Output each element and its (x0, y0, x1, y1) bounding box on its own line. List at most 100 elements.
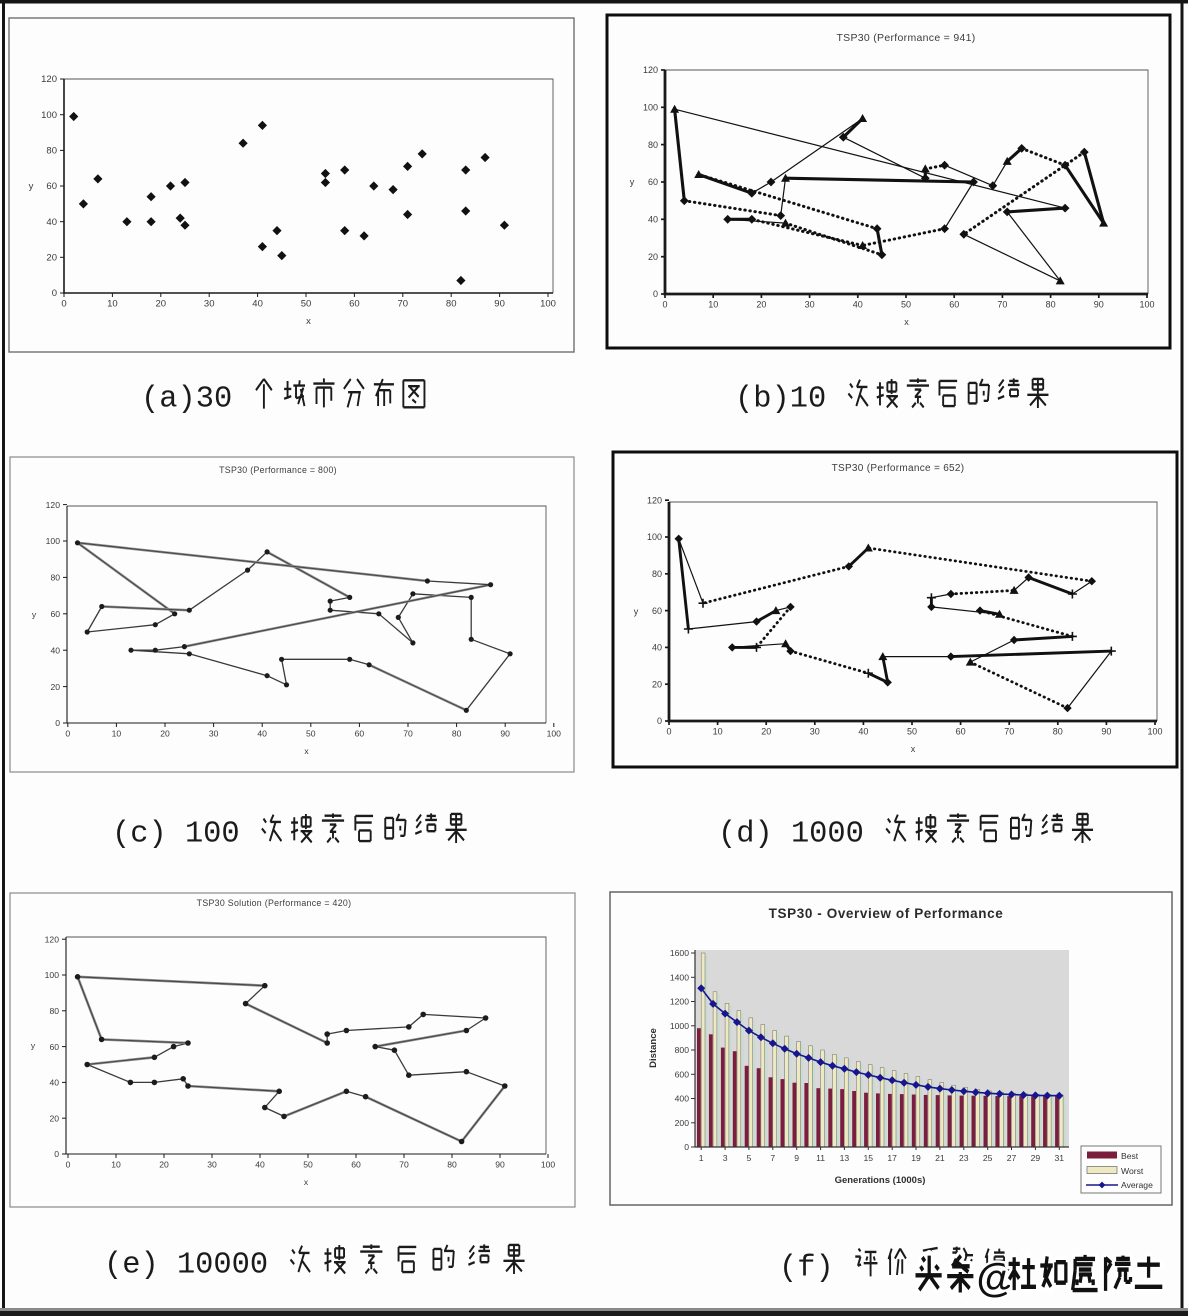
svg-text:0: 0 (52, 288, 57, 299)
svg-text:100: 100 (540, 299, 556, 310)
svg-text:100: 100 (547, 729, 562, 739)
svg-text:90: 90 (1094, 300, 1104, 310)
svg-text:Average: Average (1121, 1180, 1153, 1190)
svg-text:30: 30 (209, 729, 219, 739)
svg-text:80: 80 (447, 1160, 457, 1170)
svg-text:40: 40 (648, 215, 658, 225)
svg-text:x: x (306, 316, 311, 327)
svg-text:80: 80 (652, 569, 662, 579)
svg-text:20: 20 (159, 1160, 169, 1170)
svg-text:7: 7 (770, 1153, 775, 1163)
svg-text:(f): (f) (779, 1252, 834, 1286)
svg-text:0: 0 (657, 716, 662, 726)
svg-text:90: 90 (495, 1160, 505, 1170)
svg-text:60: 60 (46, 181, 57, 192)
svg-text:Distance: Distance (648, 1028, 659, 1068)
svg-text:20: 20 (648, 252, 658, 262)
svg-text:y: y (29, 181, 34, 192)
svg-text:20: 20 (49, 1113, 59, 1123)
svg-text:TSP30 (Performance = 652): TSP30 (Performance = 652) (832, 463, 965, 474)
svg-text:50: 50 (306, 729, 316, 739)
svg-text:y: y (31, 1041, 36, 1051)
svg-text:100: 100 (46, 536, 61, 546)
svg-text:40: 40 (46, 217, 57, 228)
svg-text:30: 30 (805, 300, 815, 310)
svg-text:80: 80 (46, 146, 57, 157)
svg-text:TSP30 (Performance = 941): TSP30 (Performance = 941) (836, 32, 975, 44)
svg-text:30: 30 (810, 727, 820, 737)
svg-text:200: 200 (675, 1118, 690, 1128)
svg-text:100: 100 (45, 970, 60, 980)
svg-text:27: 27 (1007, 1153, 1017, 1163)
svg-text:100: 100 (1147, 727, 1162, 737)
svg-text:10: 10 (112, 729, 122, 739)
svg-text:31: 31 (1055, 1153, 1065, 1163)
svg-text:60: 60 (351, 1160, 361, 1170)
svg-text:50: 50 (901, 300, 911, 310)
svg-text:20: 20 (156, 299, 167, 310)
svg-text:10: 10 (111, 1160, 121, 1170)
svg-text:x: x (911, 744, 916, 754)
svg-text:x: x (304, 1177, 309, 1187)
svg-text:60: 60 (949, 300, 959, 310)
svg-text:60: 60 (652, 606, 662, 616)
svg-text:100: 100 (541, 1160, 556, 1170)
svg-text:0: 0 (54, 1149, 59, 1159)
svg-text:70: 70 (997, 300, 1007, 310)
svg-text:23: 23 (959, 1153, 969, 1163)
svg-text:Generations (1000s): Generations (1000s) (835, 1175, 926, 1186)
svg-text:20: 20 (756, 300, 766, 310)
svg-text:80: 80 (1053, 727, 1063, 737)
svg-text:400: 400 (675, 1094, 690, 1104)
svg-text:0: 0 (61, 299, 66, 310)
svg-text:19: 19 (911, 1153, 921, 1163)
svg-text:(d) 1000: (d) 1000 (718, 818, 864, 852)
svg-text:90: 90 (1101, 727, 1111, 737)
svg-text:0: 0 (666, 727, 671, 737)
svg-text:100: 100 (1139, 300, 1154, 310)
svg-text:(a)30: (a)30 (141, 383, 232, 417)
svg-text:70: 70 (1004, 727, 1014, 737)
svg-text:40: 40 (858, 727, 868, 737)
svg-text:40: 40 (50, 645, 60, 655)
svg-text:50: 50 (907, 727, 917, 737)
svg-text:0: 0 (662, 300, 667, 310)
svg-text:20: 20 (652, 679, 662, 689)
svg-text:120: 120 (41, 74, 57, 85)
svg-text:30: 30 (204, 299, 215, 310)
svg-text:10: 10 (713, 727, 723, 737)
svg-text:80: 80 (1046, 300, 1056, 310)
svg-text:0: 0 (55, 718, 60, 728)
svg-text:50: 50 (301, 299, 312, 310)
svg-text:60: 60 (648, 177, 658, 187)
svg-text:20: 20 (50, 682, 60, 692)
svg-text:20: 20 (160, 729, 170, 739)
svg-text:120: 120 (45, 934, 60, 944)
svg-text:9: 9 (794, 1153, 799, 1163)
svg-text:90: 90 (500, 729, 510, 739)
svg-text:5: 5 (747, 1153, 752, 1163)
svg-text:15: 15 (864, 1153, 874, 1163)
svg-text:TSP30 (Performance = 800): TSP30 (Performance = 800) (219, 465, 337, 475)
svg-text:120: 120 (647, 495, 662, 505)
svg-text:TSP30 Solution (Performance =: TSP30 Solution (Performance = 420) (197, 898, 352, 908)
svg-text:80: 80 (50, 573, 60, 583)
svg-text:80: 80 (49, 1006, 59, 1016)
svg-text:y: y (634, 607, 639, 617)
svg-text:100: 100 (643, 103, 658, 113)
svg-text:100: 100 (647, 532, 662, 542)
svg-text:100: 100 (41, 110, 57, 121)
svg-text:1: 1 (699, 1153, 704, 1163)
svg-text:120: 120 (46, 500, 61, 510)
svg-text:70: 70 (403, 729, 413, 739)
svg-text:0: 0 (65, 729, 70, 739)
svg-text:29: 29 (1031, 1153, 1041, 1163)
svg-text:13: 13 (840, 1153, 850, 1163)
svg-text:60: 60 (349, 299, 360, 310)
svg-text:0: 0 (653, 289, 658, 299)
svg-text:0: 0 (66, 1160, 71, 1170)
svg-text:11: 11 (816, 1153, 825, 1163)
svg-text:70: 70 (399, 1160, 409, 1170)
svg-text:40: 40 (49, 1078, 59, 1088)
svg-text:60: 60 (956, 727, 966, 737)
